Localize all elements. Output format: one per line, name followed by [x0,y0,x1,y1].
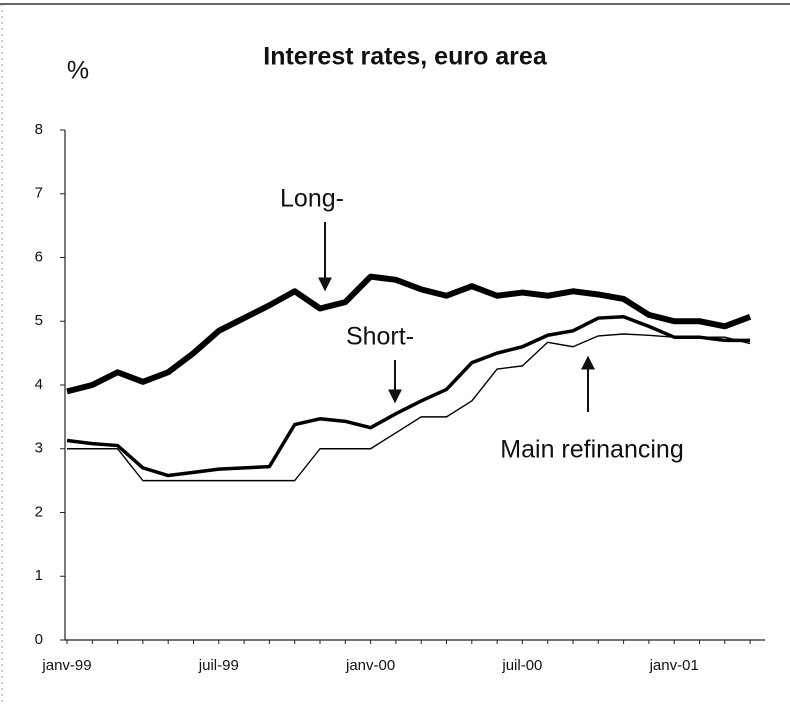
x-tick-label: juil-00 [501,657,542,674]
annotation: Long- [280,185,344,213]
y-tick-label: 6 [35,248,43,265]
x-tick-label: juil-99 [198,657,239,674]
y-axis-label: % [67,57,89,85]
chart-title: Interest rates, euro area [263,43,548,71]
x-tick-label: janv-01 [649,657,699,674]
series-line [67,333,751,482]
y-tick-label: 5 [35,312,43,329]
y-tick-label: 4 [35,376,43,393]
series-line [66,273,752,395]
y-tick-label: 3 [35,440,43,457]
annotation: Main refinancing [500,436,683,464]
y-tick-label: 0 [35,631,43,648]
y-tick-label: 1 [35,567,43,584]
y-tick-label: 8 [35,121,43,138]
y-tick-label: 7 [35,185,43,202]
x-tick-label: janv-00 [345,657,395,674]
x-tick-label: janv-99 [41,657,91,674]
y-tick-label: 2 [35,503,43,520]
series-line [66,315,751,478]
annotation: Short- [346,323,414,351]
